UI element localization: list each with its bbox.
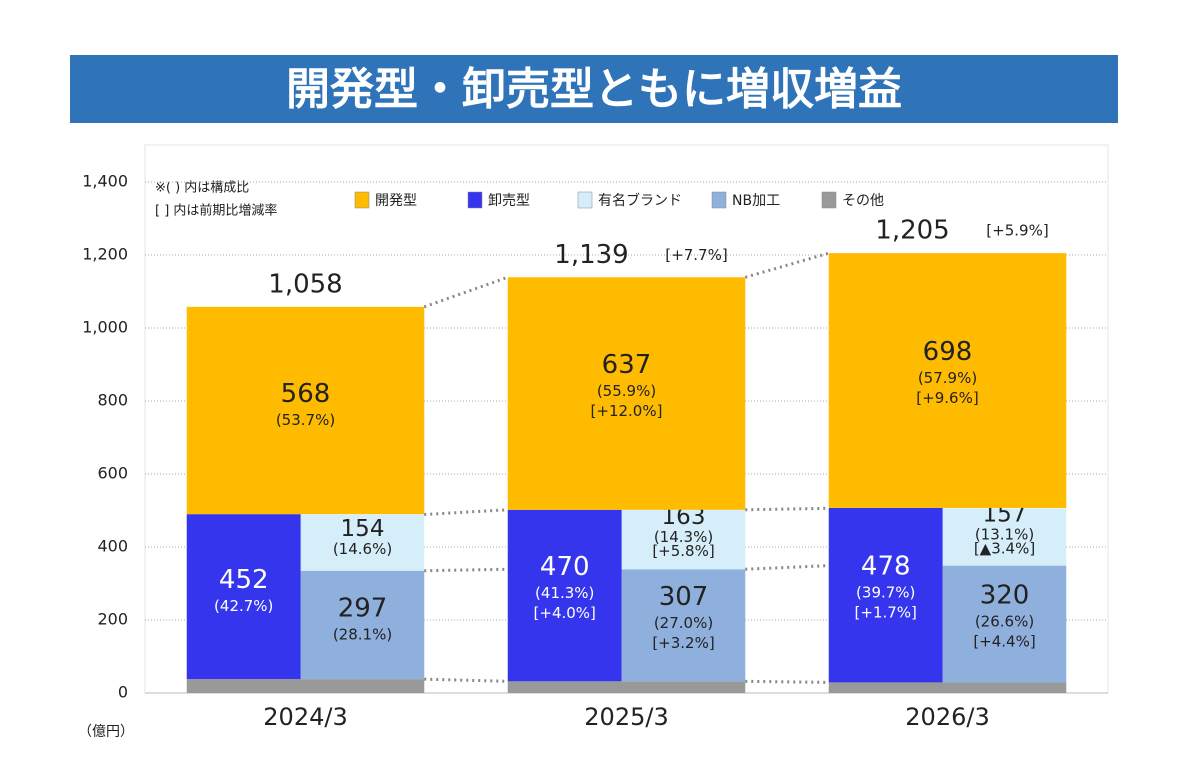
segment-sub-label: [+9.6%]	[916, 389, 978, 407]
y-tick-label: 200	[97, 610, 128, 629]
bar-segment	[942, 508, 1067, 566]
note: ※( ) 内は構成比	[155, 180, 249, 196]
value-label: 470	[540, 552, 590, 582]
segment-sub-label: (28.1%)	[333, 625, 392, 643]
bar-segment	[621, 569, 746, 682]
connector	[745, 564, 829, 571]
y-tick-label: 800	[97, 391, 128, 410]
segment-sub-label: (14.3%)	[654, 528, 713, 546]
legend-label: NB加工	[732, 193, 780, 209]
segment-sub-label: (26.6%)	[975, 613, 1034, 631]
segment-sub-label: (41.3%)	[535, 584, 594, 602]
legend-swatch	[821, 191, 837, 209]
segment-sub-label: [+12.0%]	[591, 402, 663, 420]
y-tick-label: 0	[118, 683, 128, 702]
segment-sub-label: [+4.0%]	[534, 604, 596, 622]
legend-label: 卸売型	[488, 193, 530, 209]
legend-swatch	[467, 191, 483, 209]
value-label: 452	[219, 565, 269, 595]
y-tick-label: 1,400	[82, 172, 128, 191]
bar-segment	[507, 681, 746, 693]
total-label: 1,139	[554, 240, 628, 270]
bar-segment	[507, 277, 746, 510]
value-label: 698	[923, 337, 973, 367]
bar-segment	[300, 570, 425, 680]
x-tick-label: 2025/3	[584, 703, 668, 731]
bar-segment	[828, 253, 1067, 508]
bar-segment	[186, 679, 425, 693]
y-tick-label: 1,200	[82, 245, 128, 264]
connector	[424, 677, 508, 683]
connector	[424, 508, 508, 517]
segment-sub-label: (14.6%)	[333, 540, 392, 558]
segment-sub-label: (57.9%)	[918, 369, 977, 387]
y-tick-label: 400	[97, 537, 128, 556]
value-label: 154	[341, 516, 385, 542]
legend-swatch	[354, 191, 370, 209]
bar-segment	[300, 514, 425, 571]
y-unit: （億円）	[78, 724, 134, 740]
bar-segment	[828, 682, 1067, 693]
segment-sub-label: (39.7%)	[856, 584, 915, 602]
legend-label: 開発型	[375, 193, 417, 209]
connector	[745, 679, 829, 684]
total-change-label: [+7.7%]	[665, 246, 727, 264]
value-label: 320	[980, 581, 1030, 611]
title-banner	[70, 55, 1118, 123]
segment-sub-label: (55.9%)	[597, 382, 656, 400]
value-label: 297	[338, 593, 388, 623]
connector	[744, 251, 830, 279]
y-tick-label: 1,000	[82, 318, 128, 337]
legend-label: その他	[842, 193, 884, 209]
segment-sub-label: [+4.4%]	[973, 633, 1035, 651]
bar-segment	[186, 306, 425, 515]
legend-swatch	[577, 191, 593, 209]
note: [ ] 内は前期比増減率	[155, 203, 277, 219]
value-label: 478	[861, 552, 911, 582]
y-tick-label: 600	[97, 464, 128, 483]
bar-segment	[942, 565, 1067, 683]
value-label: 568	[281, 379, 331, 409]
title: 開発型・卸売型ともに増収増益	[286, 64, 902, 115]
segment-sub-label: [+5.8%]	[652, 542, 714, 560]
segment-sub-label: (27.0%)	[654, 614, 713, 632]
bar-segment	[828, 507, 943, 683]
segment-sub-label: (13.1%)	[975, 525, 1034, 543]
segment-sub-label: (53.7%)	[276, 411, 335, 429]
value-label: 307	[659, 582, 709, 612]
total-change-label: [+5.9%]	[986, 222, 1048, 240]
legend-swatch	[711, 191, 727, 209]
total-label: 1,058	[268, 269, 342, 299]
legend-label: 有名ブランド	[598, 192, 682, 209]
value-label: 637	[602, 350, 652, 380]
x-tick-label: 2024/3	[263, 703, 347, 731]
segment-sub-label: [▲3.4%]	[974, 539, 1035, 557]
bar-segment	[186, 514, 301, 680]
segment-sub-label: [+3.2%]	[652, 634, 714, 652]
segment-sub-label: [+1.7%]	[855, 604, 917, 622]
segment-sub-label: (42.7%)	[214, 597, 273, 615]
x-tick-label: 2026/3	[905, 703, 989, 731]
connector	[745, 506, 829, 512]
connector	[423, 275, 509, 309]
bar-segment	[507, 509, 622, 682]
total-label: 1,205	[875, 216, 949, 246]
bar-segment	[621, 509, 746, 570]
connector	[424, 567, 508, 573]
